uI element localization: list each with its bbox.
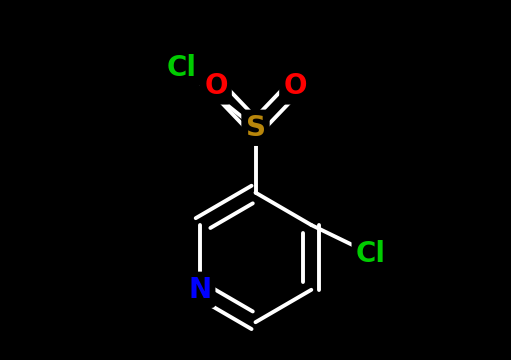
Text: Cl: Cl — [356, 240, 386, 268]
Text: O: O — [204, 72, 227, 100]
Text: Cl: Cl — [167, 54, 197, 82]
Text: S: S — [245, 114, 266, 142]
Text: N: N — [188, 276, 211, 304]
Text: O: O — [284, 72, 307, 100]
